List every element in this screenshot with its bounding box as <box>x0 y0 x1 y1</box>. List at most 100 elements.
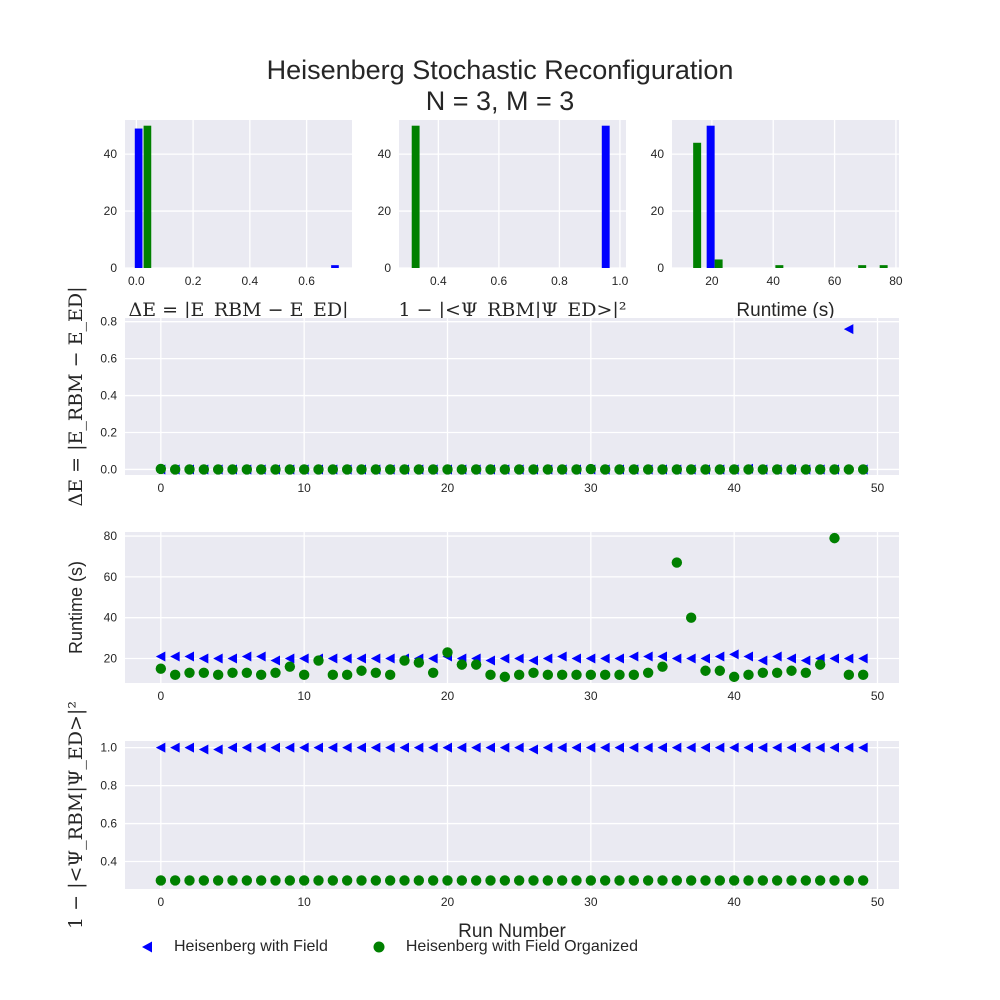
scatter-point-circle <box>384 875 396 886</box>
scatter-point-circle <box>542 875 554 886</box>
scatter-point-circle <box>169 875 181 886</box>
scatter-point-circle <box>843 669 855 681</box>
scatter-point-circle <box>198 464 210 475</box>
circle-marker-icon <box>373 941 385 953</box>
scatter-point-triangle <box>743 651 753 662</box>
scatter-point-circle <box>456 464 468 475</box>
scatter-point-triangle <box>471 742 481 753</box>
scatter-point-circle <box>556 669 568 681</box>
scatter-point-circle <box>298 464 310 475</box>
scatter-point-circle <box>628 669 640 681</box>
scatter-point-circle <box>427 875 439 886</box>
scatter-point-circle <box>657 875 668 886</box>
scatter-point-triangle <box>485 655 495 666</box>
y-tick-label: 1.0 <box>100 741 117 755</box>
scatter-point-circle <box>599 669 611 681</box>
scatter-point-circle <box>499 671 511 683</box>
scatter-point-circle <box>155 663 167 674</box>
scatter-point-triangle <box>585 742 596 753</box>
scatter-point-circle <box>155 875 167 886</box>
scatter-point-circle <box>857 669 869 681</box>
scatter-point-circle <box>413 657 425 668</box>
scatter-point-triangle <box>456 742 467 753</box>
scatter-point-circle <box>857 464 869 475</box>
scatter-point-circle <box>442 875 453 886</box>
scatter-point-triangle <box>757 742 768 753</box>
scatter-point-circle <box>184 464 195 475</box>
scatter-point-circle <box>757 875 769 886</box>
scatter-point-triangle <box>585 653 596 664</box>
x-tick-label: 30 <box>584 895 598 909</box>
scatter-point-triangle <box>729 649 739 660</box>
y-tick-label: 0.0 <box>100 462 117 476</box>
scatter-point-circle <box>470 875 482 886</box>
scatter-point-circle <box>642 464 654 475</box>
scatter-point-triangle <box>499 653 510 664</box>
scatter-point-circle <box>341 875 353 886</box>
scatter-point-triangle <box>571 653 581 664</box>
scatter-point-circle <box>614 875 625 886</box>
scatter-point-circle <box>313 875 324 886</box>
scatter-point-circle <box>528 875 539 886</box>
scatter-point-circle <box>728 671 740 683</box>
scatter-point-circle <box>198 667 210 678</box>
scatter-point-triangle <box>714 651 725 662</box>
scatter-point-triangle <box>514 653 524 664</box>
scatter-point-triangle <box>299 653 309 664</box>
scatter-point-circle <box>284 661 296 672</box>
scatter-point-circle <box>786 665 797 676</box>
y-tick-label: 0.6 <box>100 352 117 366</box>
scatter-point-circle <box>829 875 840 886</box>
scatter-point-triangle <box>600 742 610 753</box>
scatter-point-circle <box>542 464 554 475</box>
scatter-point-triangle <box>643 651 653 662</box>
scatter-point-circle <box>829 464 840 475</box>
scatter-point-circle <box>413 875 425 886</box>
scatter-point-circle <box>270 875 281 886</box>
scatter-point-circle <box>599 875 611 886</box>
x-tick-label: 20 <box>441 895 455 909</box>
scatter-point-circle <box>642 875 654 886</box>
scatter-point-triangle <box>270 655 280 666</box>
scatter-point-triangle <box>514 742 524 753</box>
triangle-left-marker-icon <box>142 941 152 953</box>
scatter-point-triangle <box>356 653 366 664</box>
y-tick-label: 0 <box>657 261 664 275</box>
scatter-point-triangle <box>614 742 624 753</box>
scatter-point-triangle <box>858 742 868 753</box>
scatter-point-triangle <box>843 653 854 664</box>
scatter-point-circle <box>771 667 783 678</box>
scatter-point-circle <box>270 667 281 678</box>
y-axis-label: 1 − |<Ψ_RBM|Ψ_ED>|² <box>65 701 87 929</box>
x-tick-label: 30 <box>584 689 598 703</box>
y-tick-label: 0.2 <box>100 426 117 440</box>
x-tick-label: 0 <box>157 895 164 909</box>
scatter-point-circle <box>212 669 224 681</box>
scatter-point-triangle <box>356 742 366 753</box>
scatter-point-triangle <box>800 655 811 666</box>
scatter-point-circle <box>585 463 597 475</box>
y-tick-label: 0.4 <box>100 389 117 403</box>
x-axis-label: 1 − |<Ψ_RBM|Ψ_ED>|² <box>399 299 627 321</box>
y-tick-label: 20 <box>378 204 392 218</box>
scatter-point-circle <box>284 875 296 886</box>
scatter-point-triangle <box>385 742 395 753</box>
scatter-point-triangle <box>557 651 567 662</box>
scatter-point-triangle <box>284 742 295 753</box>
scatter-point-circle <box>771 875 783 886</box>
scatter-point-triangle <box>657 651 667 662</box>
scatter-point-triangle <box>241 651 252 662</box>
scatter-point-triangle <box>743 742 753 753</box>
scatter-point-circle <box>227 464 238 475</box>
scatter-point-triangle <box>829 653 839 664</box>
scatter-point-circle <box>585 669 597 681</box>
scatter-point-triangle <box>772 742 782 753</box>
y-tick-label: 0 <box>384 261 391 275</box>
scatter-point-circle <box>743 669 754 681</box>
plot-area-scatter_fidelity <box>125 741 899 889</box>
scatter-point-circle <box>241 875 253 886</box>
scatter-point-circle <box>212 464 224 475</box>
scatter-point-circle <box>384 669 396 681</box>
scatter-point-circle <box>743 464 754 475</box>
scatter-point-triangle <box>270 742 280 753</box>
